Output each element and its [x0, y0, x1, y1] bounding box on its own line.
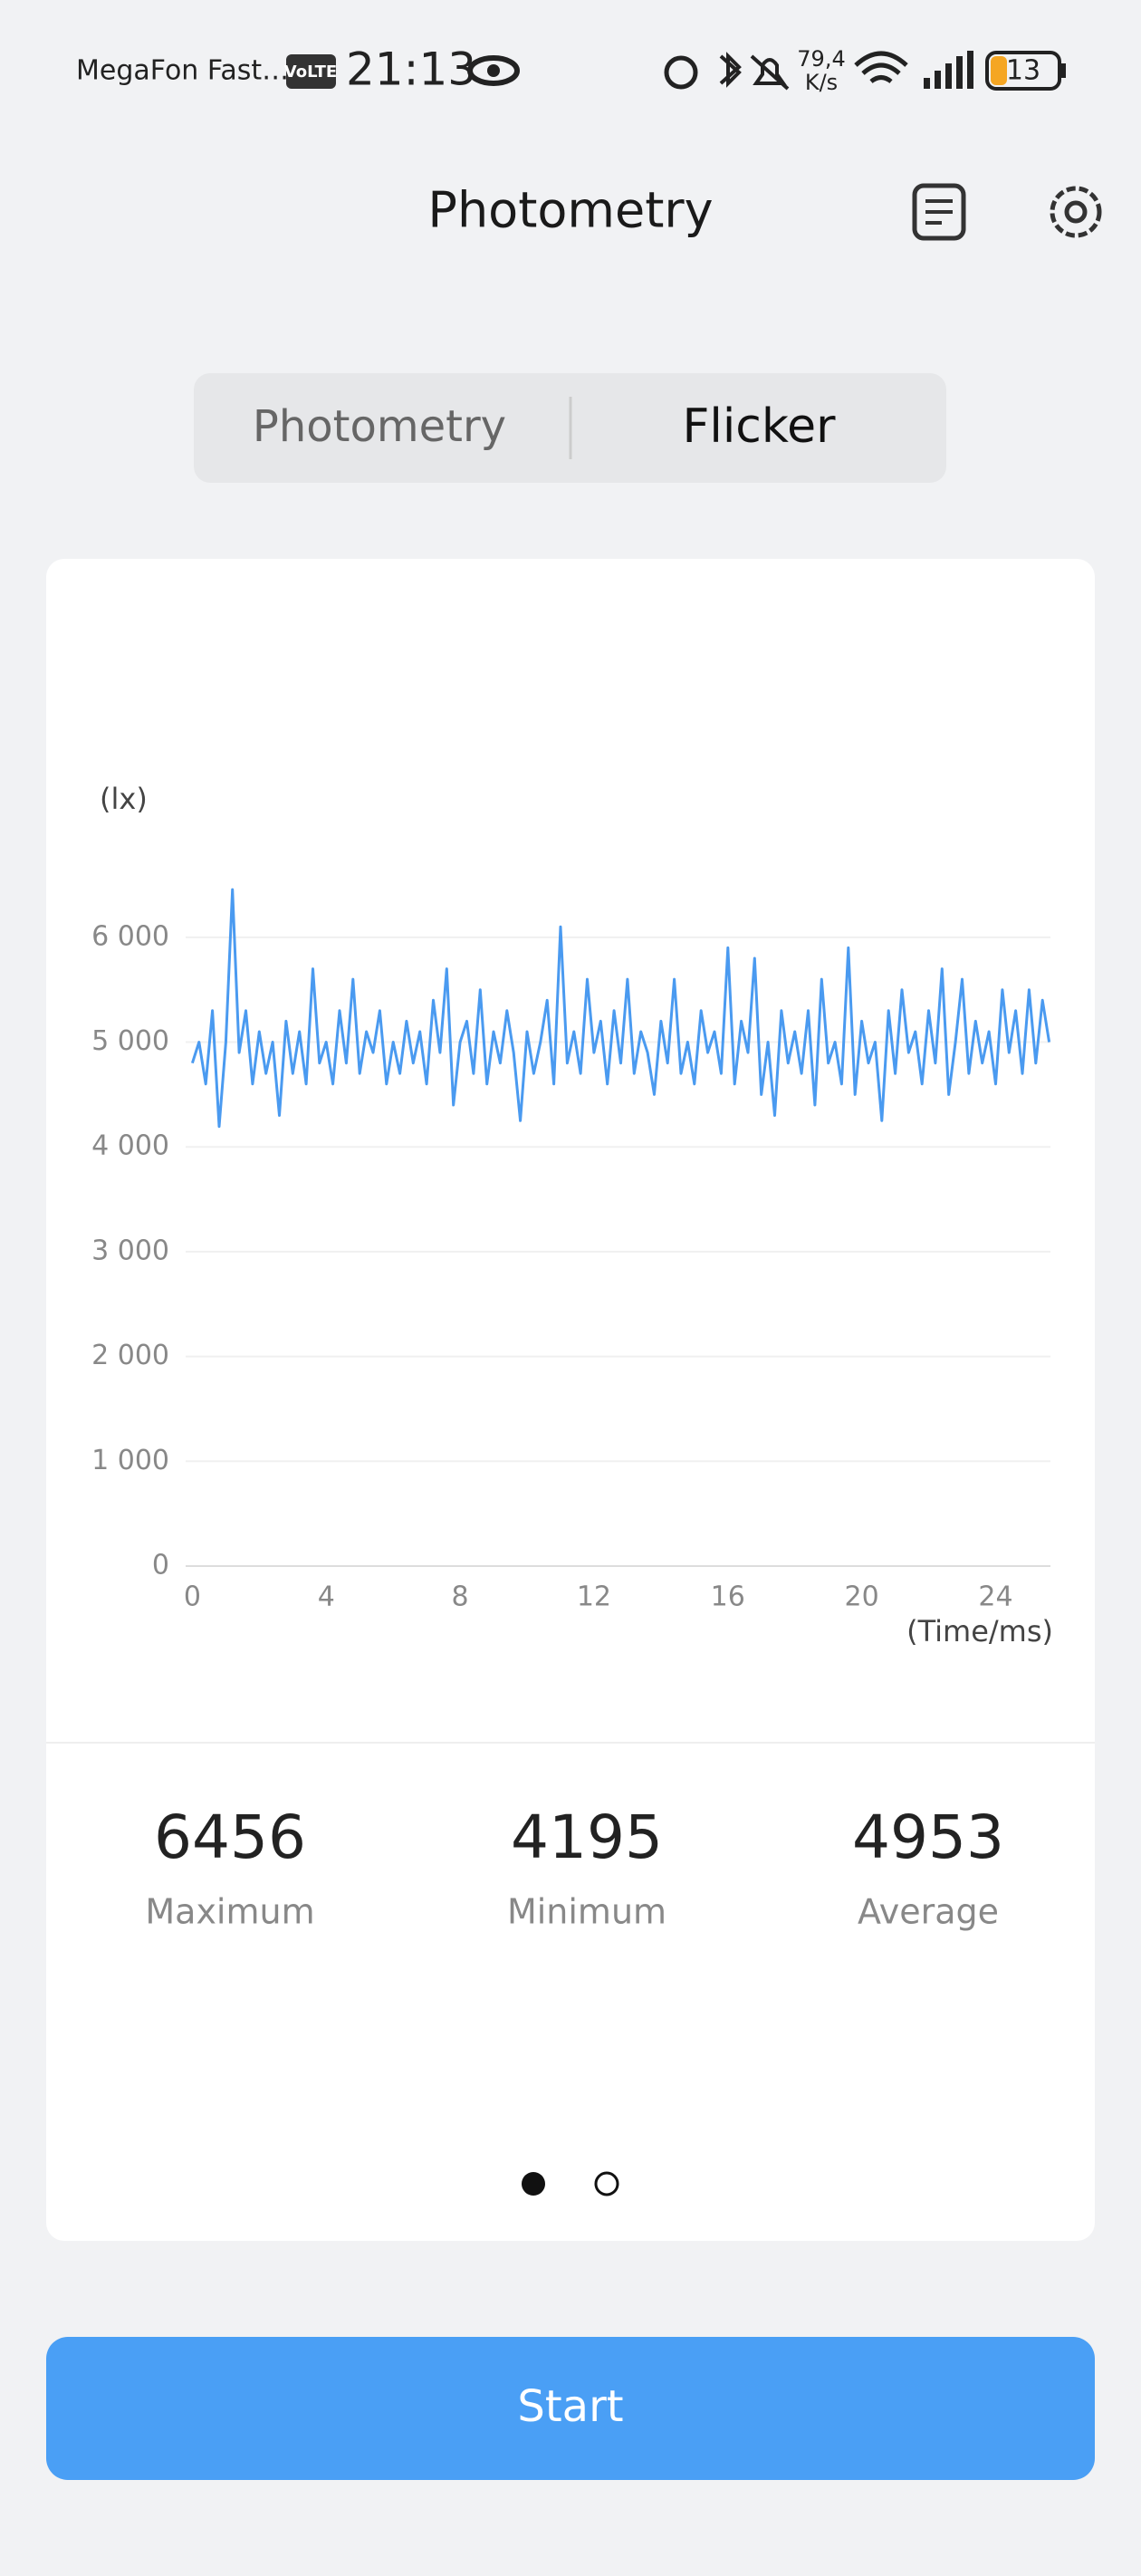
- wifi-icon: [854, 51, 908, 84]
- y-axis-label: (lx): [100, 782, 148, 816]
- y-tick-label: 0: [152, 1550, 169, 1581]
- bluetooth-icon: [719, 52, 742, 88]
- mute-icon: [750, 54, 790, 91]
- card: [46, 559, 1095, 2241]
- tab-active[interactable]: Flicker: [682, 399, 836, 454]
- stat-label: Minimum: [507, 1892, 666, 1932]
- x-tick-label: 8: [452, 1581, 469, 1613]
- signal-icon: [924, 51, 973, 89]
- x-tick-label: 0: [184, 1581, 201, 1613]
- y-tick-label: 2 000: [91, 1340, 169, 1371]
- stat-value: 4195: [511, 1802, 663, 1872]
- tab[interactable]: Photometry: [253, 401, 506, 452]
- battery-level: [991, 56, 1007, 85]
- x-tick-label: 12: [577, 1581, 611, 1613]
- volte: VoLTE: [284, 62, 337, 82]
- y-tick-label: 1 000: [91, 1445, 169, 1476]
- clock: 21:13: [346, 43, 476, 96]
- battery-tip: [1061, 63, 1066, 78]
- page-title: Photometry: [427, 182, 713, 239]
- stats: 6456 Maximum 4195 Minimum 4953 Average: [145, 1802, 1004, 1931]
- x-tick-label: 20: [845, 1581, 879, 1613]
- y-tick-label: 6 000: [91, 920, 169, 952]
- eye-icon: [467, 55, 520, 86]
- y-tick-label: 5 000: [91, 1025, 169, 1057]
- battery-percent: 13: [1006, 55, 1040, 87]
- x-tick-label: 4: [318, 1581, 335, 1613]
- stat-label: Average: [858, 1892, 999, 1932]
- stat-value: 6456: [154, 1802, 306, 1872]
- x-tick-label: 16: [711, 1581, 745, 1613]
- page-dot-active[interactable]: [522, 2172, 545, 2196]
- chart: (lx) (Time/ms) 0 1 000 2 000 3 000 4 000 5 000 6…: [91, 782, 1053, 1648]
- stat-value: 4953: [852, 1802, 1004, 1872]
- net-speed: 79,4: [797, 46, 845, 72]
- eye-pupil: [487, 64, 500, 77]
- carrier: MegaFon Fast…: [76, 55, 289, 87]
- net-speed-unit: K/s: [805, 70, 838, 95]
- flicker-line: [190, 888, 1051, 1129]
- stat-label: Maximum: [145, 1892, 314, 1932]
- y-tick-label: 4 000: [91, 1130, 169, 1162]
- page-dot[interactable]: [594, 2171, 619, 2196]
- settings-button[interactable]: [1050, 186, 1102, 238]
- report-button[interactable]: [912, 183, 966, 241]
- start-button[interactable]: [46, 2337, 1095, 2480]
- x-tick-label: 24: [978, 1581, 1012, 1613]
- start-label: Start: [517, 2381, 623, 2432]
- battery-icon: [985, 51, 1061, 91]
- alarm-icon: [664, 55, 698, 90]
- x-axis-label: (Time/ms): [906, 1614, 1053, 1648]
- y-tick-label: 3 000: [91, 1235, 169, 1266]
- volte-badge: [286, 54, 336, 89]
